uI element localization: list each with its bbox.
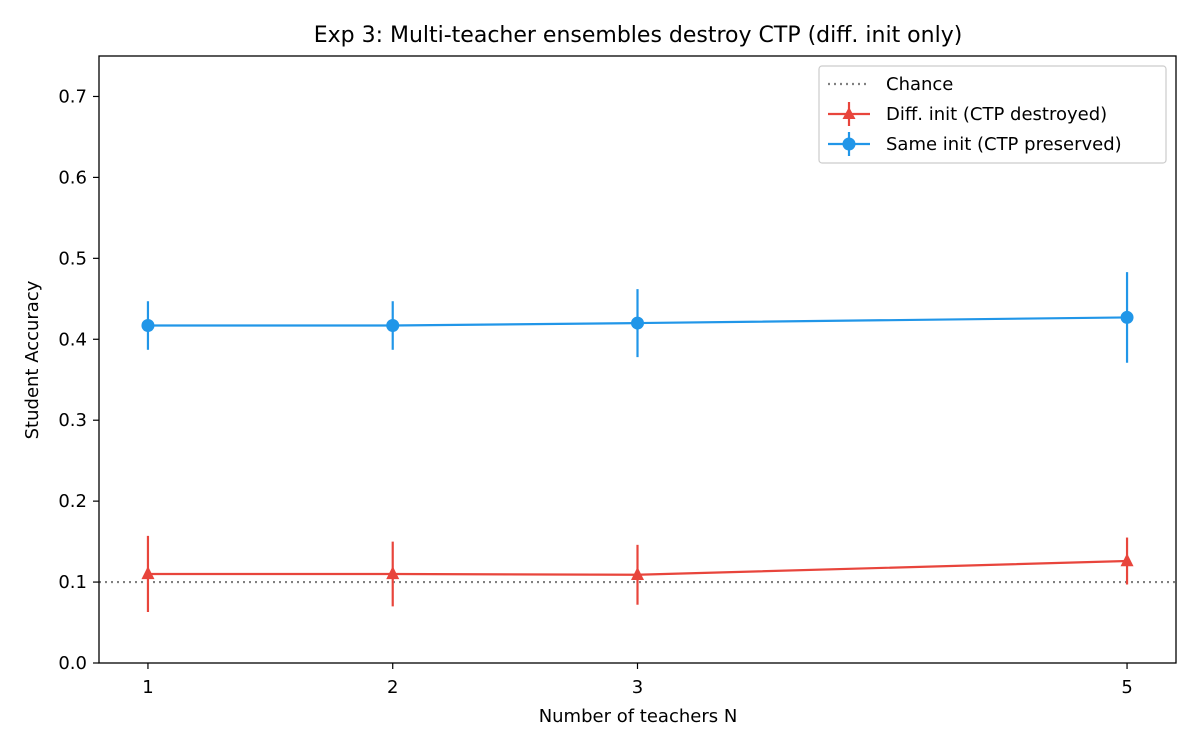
- x-axis-label: Number of teachers N: [539, 706, 738, 727]
- y-tick-label: 0.2: [58, 491, 87, 512]
- diff-init-series-line: [147, 559, 1128, 576]
- legend-same-init-label: Same init (CTP preserved): [886, 134, 1122, 155]
- diff-init-point: [141, 566, 155, 580]
- y-tick-label: 0.1: [58, 572, 87, 593]
- diff-init-point: [386, 566, 400, 580]
- x-tick-label: 2: [387, 677, 398, 698]
- legend: Chance Diff. init (CTP destroyed) Same i…: [818, 65, 1167, 164]
- plot-area: [99, 272, 1176, 613]
- same-init-point: [141, 319, 155, 333]
- y-tick-label: 0.5: [58, 248, 87, 269]
- y-tick-label: 0.7: [58, 86, 87, 107]
- x-tick-label: 1: [142, 677, 153, 698]
- same-init-series-line: [147, 316, 1128, 327]
- legend-chance-label: Chance: [886, 74, 953, 95]
- legend-box: [818, 65, 1167, 164]
- chart-title: Exp 3: Multi-teacher ensembles destroy C…: [314, 23, 963, 48]
- y-tick-label: 0.6: [58, 167, 87, 188]
- diff-init-point: [631, 566, 644, 580]
- y-tick-label: 0.4: [58, 329, 87, 350]
- x-axis: 1 2 3 5: [142, 663, 1133, 698]
- y-tick-label: 0.0: [58, 653, 87, 674]
- same-init-point: [386, 319, 400, 333]
- x-tick-label: 5: [1121, 677, 1132, 698]
- diff-init-point: [1120, 553, 1134, 567]
- y-axis: 0.0 0.1 0.2 0.3 0.4 0.5 0.6 0.7: [58, 86, 99, 674]
- legend-diff-init-marker: [842, 107, 856, 119]
- same-init-point: [631, 316, 644, 330]
- y-axis-label: Student Accuracy: [22, 280, 43, 439]
- x-tick-label: 3: [632, 677, 643, 698]
- y-tick-label: 0.3: [58, 410, 87, 431]
- legend-same-init-marker: [842, 137, 856, 151]
- same-init-point: [1120, 310, 1134, 324]
- legend-diff-init-label: Diff. init (CTP destroyed): [886, 104, 1107, 125]
